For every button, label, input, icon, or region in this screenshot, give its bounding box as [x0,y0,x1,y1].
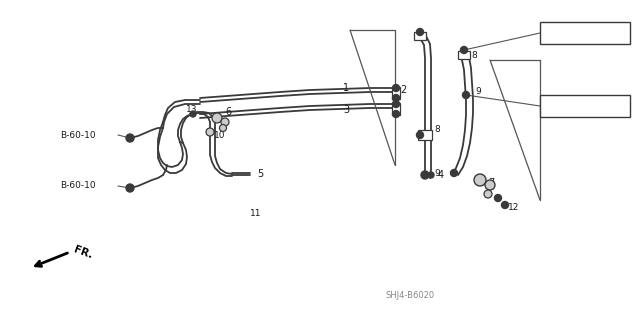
Text: 4: 4 [438,170,444,180]
Circle shape [485,180,495,190]
Circle shape [451,169,458,176]
Circle shape [417,28,424,35]
Circle shape [392,100,399,108]
Text: 12: 12 [508,204,520,212]
Circle shape [126,134,134,142]
Text: B-17-25: B-17-25 [544,29,584,39]
Circle shape [495,195,502,202]
Bar [414,32,426,40]
Text: 1: 1 [343,83,349,93]
Circle shape [392,94,399,101]
Text: 13: 13 [186,106,198,115]
Text: B-60-10: B-60-10 [60,182,95,190]
Text: 3: 3 [343,105,349,115]
Circle shape [212,113,222,123]
Circle shape [502,202,509,209]
Bar [392,87,400,99]
Text: 11: 11 [250,209,262,218]
Bar [540,95,630,117]
Text: B-17-25: B-17-25 [544,102,584,112]
Text: 7: 7 [488,178,494,188]
Text: 5: 5 [257,169,263,179]
Text: 8: 8 [434,125,440,135]
Circle shape [392,110,399,117]
Circle shape [421,171,429,179]
Circle shape [474,174,486,186]
Text: 6: 6 [225,107,231,117]
Text: B-60-10: B-60-10 [60,130,95,139]
Text: 9: 9 [434,168,440,177]
Text: 8: 8 [471,50,477,60]
Bar [458,51,470,59]
Circle shape [206,128,214,136]
Circle shape [417,131,424,138]
Text: SHJ4-B6020: SHJ4-B6020 [385,291,434,300]
Text: FR.: FR. [72,244,93,260]
Circle shape [461,47,467,54]
Circle shape [392,85,399,92]
Bar [540,22,630,44]
Text: 2: 2 [400,85,406,95]
Circle shape [221,118,229,126]
Circle shape [126,184,134,192]
Circle shape [484,190,492,198]
Circle shape [428,172,434,178]
Circle shape [220,124,227,131]
Bar [418,130,432,140]
Bar [392,103,400,115]
Circle shape [190,111,196,117]
Text: 9: 9 [475,87,481,97]
Text: 10: 10 [214,131,225,140]
Circle shape [463,92,470,99]
